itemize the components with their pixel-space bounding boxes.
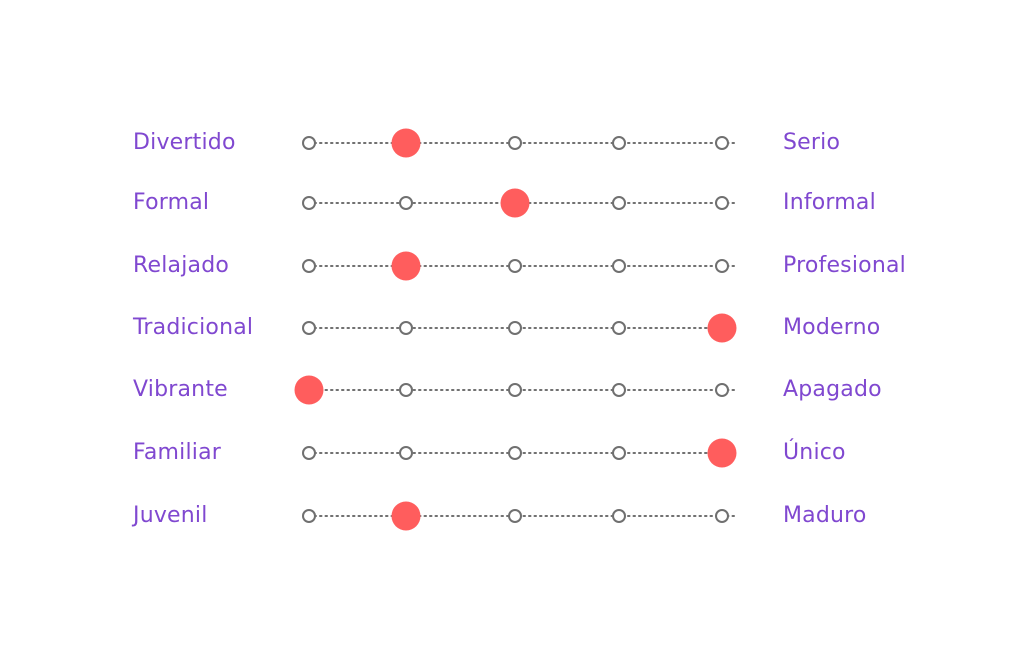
scale-point[interactable] [612, 259, 626, 273]
scale-point[interactable] [302, 259, 316, 273]
scale-left-label: Familiar [133, 440, 222, 465]
scale-point[interactable] [508, 321, 522, 335]
scale-track[interactable] [296, 183, 740, 223]
scale-point[interactable] [715, 196, 729, 210]
scale-point[interactable] [612, 136, 626, 150]
scale-point[interactable] [715, 259, 729, 273]
scale-point[interactable] [715, 136, 729, 150]
scale-point[interactable] [399, 196, 413, 210]
scale-row: Relajado Profesional [0, 246, 1024, 286]
selected-point-marker[interactable] [391, 501, 421, 531]
scale-right-label: Moderno [783, 315, 881, 340]
scale-point[interactable] [612, 196, 626, 210]
scale-track[interactable] [296, 496, 740, 536]
scale-right-label: Informal [783, 190, 876, 215]
scale-right-label: Maduro [783, 503, 867, 528]
scale-point[interactable] [302, 509, 316, 523]
scale-right-label: Serio [783, 130, 841, 155]
scale-point[interactable] [715, 509, 729, 523]
scale-point[interactable] [508, 383, 522, 397]
scale-point[interactable] [399, 321, 413, 335]
scale-point[interactable] [302, 196, 316, 210]
scale-row: Vibrante Apagado [0, 370, 1024, 410]
scale-point[interactable] [302, 136, 316, 150]
scale-row: Familiar Único [0, 433, 1024, 473]
scale-point[interactable] [508, 259, 522, 273]
scale-row: Juvenil Maduro [0, 496, 1024, 536]
scale-left-label: Relajado [133, 253, 230, 278]
scale-point[interactable] [302, 446, 316, 460]
scale-track[interactable] [296, 433, 740, 473]
scale-right-label: Único [783, 440, 846, 465]
selected-point-marker[interactable] [391, 128, 421, 158]
scale-point[interactable] [508, 446, 522, 460]
scale-left-label: Tradicional [133, 315, 254, 340]
scale-left-label: Juvenil [133, 503, 208, 528]
selected-point-marker[interactable] [707, 438, 737, 468]
scale-track[interactable] [296, 246, 740, 286]
scale-right-label: Apagado [783, 377, 882, 402]
scale-track[interactable] [294, 370, 740, 410]
scale-row: Divertido Serio [0, 123, 1024, 163]
scale-point[interactable] [508, 136, 522, 150]
scale-point[interactable] [715, 383, 729, 397]
scale-point[interactable] [612, 383, 626, 397]
scale-left-label: Formal [133, 190, 210, 215]
scale-point[interactable] [302, 321, 316, 335]
selected-point-marker[interactable] [707, 313, 737, 343]
scale-point[interactable] [508, 509, 522, 523]
selected-point-marker[interactable] [294, 375, 324, 405]
scale-row: Tradicional Moderno [0, 308, 1024, 348]
scale-point[interactable] [612, 321, 626, 335]
scale-left-label: Divertido [133, 130, 236, 155]
scale-track[interactable] [296, 123, 740, 163]
scale-right-label: Profesional [783, 253, 906, 278]
scale-point[interactable] [612, 509, 626, 523]
scale-row: Formal Informal [0, 183, 1024, 223]
scale-point[interactable] [399, 446, 413, 460]
scale-track[interactable] [296, 308, 740, 348]
selected-point-marker[interactable] [500, 188, 530, 218]
scale-left-label: Vibrante [133, 377, 228, 402]
scale-point[interactable] [612, 446, 626, 460]
scale-point[interactable] [399, 383, 413, 397]
selected-point-marker[interactable] [391, 251, 421, 281]
